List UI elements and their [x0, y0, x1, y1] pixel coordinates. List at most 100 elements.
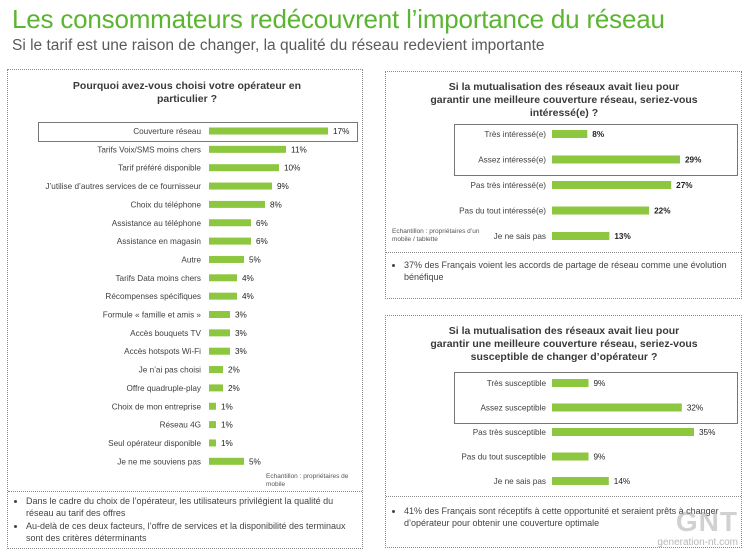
category-label: Pas très intéressé(e): [470, 181, 546, 190]
bottom-right-chart-title: Si la mutualisation des réseaux avait li…: [430, 325, 698, 363]
bar: [552, 155, 680, 164]
category-label: Assez intéressé(e): [478, 156, 546, 165]
category-label: Récompenses spécifiques: [105, 292, 201, 301]
category-label: Accès bouquets TV: [130, 329, 201, 338]
category-label: Assistance au téléphone: [112, 219, 202, 228]
bar: [209, 311, 230, 318]
left-panel: Pourquoi avez-vous choisi votre opérateu…: [7, 69, 363, 549]
value-label: 1%: [221, 402, 233, 411]
bar: [552, 452, 589, 461]
left-sample-note: Echantillon : propriétaires de mobile: [266, 473, 349, 488]
bar: [552, 130, 588, 138]
value-label: 2%: [228, 384, 240, 393]
category-label: Pas du tout susceptible: [461, 453, 546, 462]
left-notes: Dans le cadre du choix de l’opérateur, l…: [16, 496, 356, 546]
value-label: 8%: [592, 130, 605, 139]
category-label: Je n’ai pas choisi: [139, 366, 202, 375]
left-chart-title: Pourquoi avez-vous choisi votre opérateu…: [72, 80, 302, 105]
bar: [209, 457, 244, 465]
bottom-right-separator: [386, 496, 741, 497]
bar: [209, 255, 244, 263]
category-label: Tarif préféré disponible: [118, 164, 201, 173]
bottom-right-chart: Très susceptible 9% Assez susceptible 32% Pa…: [461, 379, 715, 486]
bar: [209, 347, 230, 355]
bar: [209, 145, 286, 153]
value-label: 11%: [291, 145, 307, 154]
watermark-logo: GNT: [675, 506, 738, 537]
bar: [209, 182, 272, 190]
bar: [209, 292, 237, 300]
watermark-site: generation-nt.com: [657, 537, 738, 548]
value-label: 2%: [228, 366, 240, 375]
value-label: 8%: [270, 200, 282, 209]
bar: [209, 329, 230, 337]
value-label: 5%: [249, 255, 261, 264]
bar: [552, 379, 589, 387]
value-label: 35%: [699, 428, 715, 437]
top-right-panel: Si la mutualisation des réseaux avait li…: [385, 71, 742, 299]
left-note-2: Au-delà de ces deux facteurs, l’offre de…: [26, 521, 356, 544]
bar: [209, 274, 237, 282]
page-subtitle: Si le tarif est une raison de changer, l…: [12, 37, 545, 54]
bar: [209, 366, 223, 374]
value-label: 6%: [256, 219, 268, 228]
category-label: Pas du tout intéressé(e): [459, 207, 546, 216]
top-right-notes: 37% des Français voient les accords de p…: [394, 260, 729, 285]
top-right-separator: [386, 252, 741, 253]
top-right-chart: Très intéressé(e) 8% Assez intéressé(e) 29%…: [459, 130, 702, 241]
top-right-sample-note: Echantillon : propriétaires d’un mobile …: [392, 228, 480, 243]
category-label: Assistance en magasin: [117, 237, 202, 246]
bar: [552, 181, 672, 189]
bar: [209, 439, 216, 447]
category-label: Réseau 4G: [160, 421, 201, 430]
bar: [552, 403, 682, 412]
value-label: 32%: [687, 404, 703, 413]
category-label: Tarifs Data moins chers: [115, 274, 201, 283]
top-right-highlight-box: [454, 124, 738, 176]
category-label: Assez susceptible: [480, 404, 546, 413]
bar: [209, 421, 216, 429]
value-label: 27%: [676, 181, 693, 190]
bar: [552, 477, 609, 485]
category-label: Formule « famille et amis »: [103, 311, 202, 320]
value-label: 3%: [235, 329, 247, 338]
value-label: 9%: [594, 379, 606, 388]
bar: [209, 200, 265, 208]
value-label: 17%: [333, 127, 349, 136]
category-label: Je ne sais pas: [494, 477, 546, 486]
bar: [209, 127, 328, 135]
left-note-1: Dans le cadre du choix de l’opérateur, l…: [26, 496, 356, 519]
category-label: Seul opérateur disponible: [108, 439, 201, 448]
bar: [552, 232, 610, 240]
left-highlight-box: [38, 122, 358, 142]
top-right-chart-title: Si la mutualisation des réseaux avait li…: [430, 81, 698, 119]
bar: [552, 206, 650, 215]
value-label: 1%: [221, 421, 233, 430]
value-label: 9%: [594, 453, 606, 462]
left-separator: [8, 491, 362, 492]
bar: [209, 384, 223, 392]
category-label: Accès hotspots Wi-Fi: [124, 347, 201, 356]
value-label: 14%: [614, 477, 630, 486]
page-title: Les consommateurs redécouvrent l’importa…: [12, 4, 665, 34]
value-label: 29%: [685, 156, 702, 165]
value-label: 6%: [256, 237, 268, 246]
bottom-right-notes: 41% des Français sont réceptifs à cette …: [394, 506, 729, 531]
category-label: Je ne sais pas: [494, 232, 546, 241]
category-label: Tarifs Voix/SMS moins chers: [97, 145, 201, 154]
category-label: Très susceptible: [487, 379, 547, 388]
category-label: Couverture réseau: [133, 127, 201, 136]
category-label: Offre quadruple-play: [127, 384, 202, 393]
value-label: 9%: [277, 182, 289, 191]
bottom-right-note-1: 41% des Français sont réceptifs à cette …: [404, 506, 729, 529]
category-label: Pas très susceptible: [473, 428, 547, 437]
bar: [552, 428, 694, 436]
value-label: 4%: [242, 292, 254, 301]
bar: [209, 237, 251, 245]
top-right-note-1: 37% des Français voient les accords de p…: [404, 260, 729, 283]
category-label: Je ne me souviens pas: [117, 457, 201, 466]
value-label: 5%: [249, 457, 261, 466]
bar: [209, 164, 279, 172]
category-label: Choix de mon entreprise: [112, 402, 202, 411]
value-label: 3%: [235, 311, 247, 320]
